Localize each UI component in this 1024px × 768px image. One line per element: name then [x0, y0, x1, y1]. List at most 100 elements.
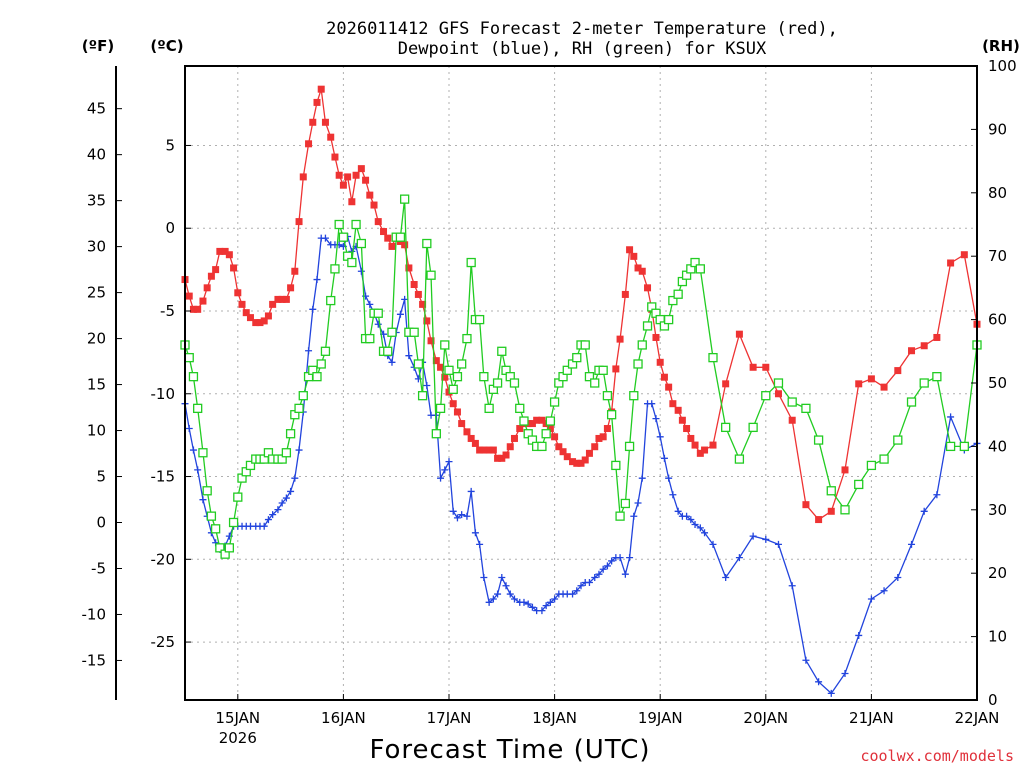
temperature-point: [774, 390, 782, 398]
dewpoint-point: [199, 496, 207, 504]
rh-tick-label: 60: [988, 311, 1007, 329]
rh-point: [541, 429, 551, 439]
temperature-point: [410, 281, 418, 289]
dewpoint-point: [802, 656, 810, 664]
dewpoint-point: [648, 400, 656, 408]
dewpoint-point: [894, 574, 902, 582]
temperature-point: [453, 408, 461, 416]
rh-tick-label: 10: [988, 628, 1007, 646]
rh-point: [572, 352, 582, 363]
x-axis-label: Forecast Time (UTC): [369, 735, 650, 765]
dewpoint-point: [933, 491, 941, 499]
dewpoint-point: [494, 590, 502, 598]
celsius-tick-label: -25: [151, 633, 176, 651]
rh-tick-label: 20: [988, 564, 1007, 582]
temperature-point: [264, 312, 272, 320]
temperature-point: [616, 335, 624, 343]
dewpoint-point: [603, 562, 611, 570]
credit-link[interactable]: coolwx.com/models: [860, 747, 1014, 765]
rh-tick-label: 80: [988, 184, 1007, 202]
temperature-point: [189, 305, 197, 313]
rh-point: [492, 378, 503, 388]
dewpoint-point: [599, 565, 607, 573]
temperature-point: [498, 454, 506, 462]
temperature-point: [485, 446, 493, 454]
dewpoint-point: [388, 358, 396, 366]
temperature-point: [599, 433, 607, 441]
dewpoint-point: [626, 554, 634, 562]
fahrenheit-tick-label: -15: [82, 651, 107, 669]
celsius-tick-label: 0: [165, 219, 175, 237]
temperature-point: [437, 363, 445, 371]
temperature-point: [669, 400, 677, 408]
temperature-point: [815, 516, 823, 524]
fahrenheit-tick-label: 15: [87, 376, 106, 394]
temperature-point: [559, 448, 567, 456]
rh-point: [866, 460, 877, 471]
rh-point: [233, 492, 243, 502]
rh-point: [545, 416, 556, 426]
temperature-point: [441, 373, 449, 381]
chart-title-line1: 2026011412 GFS Forecast 2-meter Temperat…: [326, 19, 838, 39]
series-line: [184, 89, 978, 521]
fahrenheit-tick-label: 5: [96, 468, 106, 486]
temperature-point: [339, 181, 347, 189]
dewpoint-point: [855, 631, 863, 639]
temperature-point: [788, 416, 796, 424]
rh-point: [206, 511, 217, 521]
dewpoint-point: [621, 570, 629, 578]
dewpoint-point: [441, 466, 449, 474]
rh-point: [690, 257, 700, 268]
rh-point: [193, 403, 203, 414]
temperature-point: [252, 319, 260, 327]
rh-point: [395, 232, 406, 242]
dewpoint-point: [445, 458, 453, 466]
temperature-point: [246, 314, 254, 322]
temperature-point: [709, 441, 717, 449]
rh-point: [624, 441, 635, 452]
rh-point: [932, 372, 942, 382]
rh-point: [801, 403, 811, 414]
temperature-point: [405, 264, 413, 272]
dewpoint-point: [520, 598, 528, 606]
x-tick-label: 17JAN: [427, 709, 472, 727]
dewpoint-point: [867, 595, 875, 603]
temperature-point: [880, 383, 888, 391]
rh-point: [509, 378, 520, 388]
dewpoint-point: [374, 320, 382, 328]
temperature-point: [467, 434, 475, 442]
rh-point: [365, 333, 375, 344]
dewpoint-point: [691, 521, 699, 529]
rh-point: [537, 441, 547, 452]
dewpoint-point: [396, 310, 404, 318]
temperature-point: [282, 295, 290, 303]
rh-point: [448, 384, 458, 394]
rh-point: [519, 416, 529, 426]
dewpoint-point: [480, 574, 488, 582]
dewpoint-point: [947, 413, 955, 421]
dewpoint-point: [506, 590, 514, 598]
rh-point: [383, 346, 393, 356]
temperature-point: [652, 333, 660, 341]
dewpoint-point: [282, 494, 290, 502]
dewpoint-point: [194, 466, 202, 474]
temperature-point: [352, 171, 360, 179]
rh-point: [409, 327, 419, 337]
rh-point: [462, 333, 472, 344]
temperature-point: [802, 501, 810, 509]
dewpoint-point: [616, 554, 624, 562]
dewpoint-point: [638, 474, 646, 482]
fahrenheit-tick-label: 10: [87, 422, 106, 440]
temperature-point: [256, 319, 264, 327]
dewpoint-point: [674, 507, 682, 515]
temperature-point: [528, 420, 536, 428]
rh-point: [611, 460, 621, 471]
temperature-point: [327, 133, 335, 141]
dewpoint-point: [687, 516, 695, 524]
rh-point: [320, 346, 331, 356]
x-tick-label: 16JAN: [321, 709, 366, 727]
dewpoint-point: [630, 512, 638, 520]
rh-point: [298, 391, 308, 401]
dewpoint-point: [827, 689, 835, 697]
rh-point: [281, 448, 292, 458]
